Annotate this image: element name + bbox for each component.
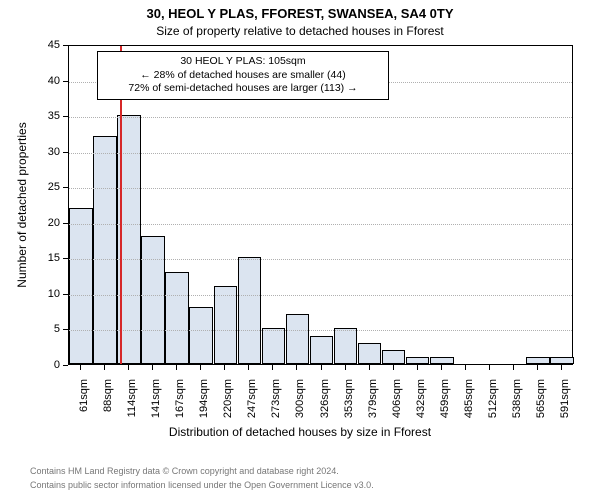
y-tick-label: 15 [36,252,60,264]
bar [286,314,310,364]
x-tick-mark [104,365,105,370]
bar [550,357,574,364]
annotation-box: 30 HEOL Y PLAS: 105sqm← 28% of detached … [97,51,389,100]
x-tick-mark [272,365,273,370]
x-tick-mark [513,365,514,370]
x-tick-mark [200,365,201,370]
x-tick-label: 538sqm [511,379,523,418]
y-tick-label: 20 [36,217,60,229]
x-tick-mark [152,365,153,370]
x-tick-label: 141sqm [150,379,162,418]
plot-area: 30 HEOL Y PLAS: 105sqm← 28% of detached … [68,45,573,365]
bar [406,357,430,364]
y-tick-mark [63,81,68,82]
x-tick-label: 88sqm [102,379,114,412]
x-tick-label: 432sqm [415,379,427,418]
y-tick-label: 35 [36,110,60,122]
y-tick-label: 5 [36,323,60,335]
gridline [69,295,572,296]
x-tick-label: 512sqm [487,379,499,418]
x-tick-label: 459sqm [439,379,451,418]
x-tick-label: 194sqm [198,379,210,418]
x-tick-label: 247sqm [246,379,258,418]
bar [334,328,358,364]
x-tick-label: 114sqm [126,379,138,417]
y-tick-mark [63,45,68,46]
y-tick-mark [63,187,68,188]
bar [430,357,454,364]
x-tick-mark [561,365,562,370]
x-tick-mark [248,365,249,370]
gridline [69,330,572,331]
x-tick-label: 300sqm [294,379,306,418]
x-tick-label: 591sqm [559,379,571,418]
y-tick-mark [63,223,68,224]
gridline [69,153,572,154]
gridline [69,117,572,118]
x-tick-label: 326sqm [319,379,331,418]
x-axis-title: Distribution of detached houses by size … [0,425,600,439]
bar [238,257,262,364]
bar [165,272,189,364]
x-tick-label: 167sqm [174,379,186,418]
bar [526,357,550,364]
x-tick-mark [176,365,177,370]
x-tick-mark [393,365,394,370]
x-tick-mark [80,365,81,370]
y-tick-mark [63,258,68,259]
bar [382,350,406,364]
x-tick-mark [465,365,466,370]
footer-line-1: Contains HM Land Registry data © Crown c… [30,466,339,476]
x-tick-label: 220sqm [222,379,234,418]
bar [214,286,238,364]
bar [358,343,382,364]
gridline [69,188,572,189]
x-tick-label: 61sqm [78,379,90,412]
y-tick-mark [63,294,68,295]
y-tick-label: 0 [36,359,60,371]
gridline [69,259,572,260]
y-axis-title: Number of detached properties [15,122,29,287]
chart-title: 30, HEOL Y PLAS, FFOREST, SWANSEA, SA4 0… [0,6,600,21]
x-tick-mark [296,365,297,370]
bar [310,336,334,364]
annotation-line: 30 HEOL Y PLAS: 105sqm [104,55,382,69]
x-tick-mark [345,365,346,370]
x-tick-mark [224,365,225,370]
chart-subtitle: Size of property relative to detached ho… [0,24,600,38]
x-tick-label: 273sqm [270,379,282,418]
x-tick-mark [417,365,418,370]
x-tick-mark [441,365,442,370]
x-tick-label: 565sqm [535,379,547,418]
x-tick-mark [489,365,490,370]
x-tick-label: 353sqm [343,379,355,418]
y-tick-label: 40 [36,75,60,87]
x-tick-mark [537,365,538,370]
y-tick-mark [63,152,68,153]
footer-line-2: Contains public sector information licen… [30,480,374,490]
bar [262,328,286,364]
x-tick-mark [128,365,129,370]
x-tick-label: 379sqm [367,379,379,418]
chart-container: 30, HEOL Y PLAS, FFOREST, SWANSEA, SA4 0… [0,0,600,500]
gridline [69,224,572,225]
x-tick-label: 406sqm [391,379,403,418]
y-tick-mark [63,365,68,366]
y-tick-label: 45 [36,39,60,51]
bar [189,307,213,364]
x-tick-label: 485sqm [463,379,475,418]
y-tick-label: 10 [36,288,60,300]
bar [69,208,93,364]
y-tick-mark [63,116,68,117]
y-tick-mark [63,329,68,330]
x-tick-mark [321,365,322,370]
annotation-line: 72% of semi-detached houses are larger (… [104,82,382,96]
y-tick-label: 30 [36,146,60,158]
x-tick-mark [369,365,370,370]
bar [141,236,165,364]
y-tick-label: 25 [36,181,60,193]
annotation-line: ← 28% of detached houses are smaller (44… [104,69,382,83]
